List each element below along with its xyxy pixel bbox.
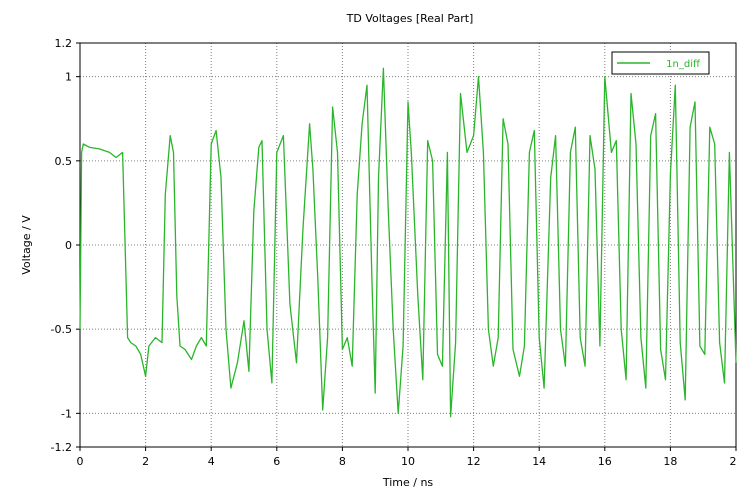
y-axis: -1.2 -1 -0.5 0 0.5 1 1.2 <box>51 37 80 454</box>
x-tick-label-6: 12 <box>467 455 481 468</box>
legend: 1n_diff <box>611 51 710 75</box>
legend-label: 1n_diff <box>666 59 701 70</box>
y-tick-label-4: 0.5 <box>55 155 73 168</box>
x-tick-label-2: 4 <box>208 455 215 468</box>
series-group <box>79 67 737 418</box>
x-tick-label-10: 2 <box>730 455 737 468</box>
y-tick-label-3: 0 <box>65 239 72 252</box>
x-tick-label-3: 6 <box>273 455 280 468</box>
x-tick-label-8: 16 <box>598 455 612 468</box>
y-axis-label: Voltage / V <box>20 215 33 275</box>
y-tick-label-1: -1 <box>61 407 72 420</box>
legend-box <box>611 51 710 75</box>
x-axis-label: Time / ns <box>382 476 434 489</box>
y-tick-label-2: -0.5 <box>51 323 72 336</box>
y-tick-label-5: 1 <box>65 71 72 84</box>
x-tick-label-7: 14 <box>532 455 546 468</box>
x-tick-label-0: 0 <box>77 455 84 468</box>
y-tick-label-6: 1.2 <box>55 37 73 50</box>
y-tick-label-0: -1.2 <box>51 441 72 454</box>
x-tick-label-5: 10 <box>401 455 415 468</box>
x-tick-label-4: 8 <box>339 455 346 468</box>
x-tick-label-9: 18 <box>663 455 677 468</box>
chart-title: TD Voltages [Real Part] <box>346 12 474 25</box>
series-line-0 <box>79 67 737 418</box>
x-tick-label-1: 2 <box>142 455 149 468</box>
x-axis: 0 2 4 6 8 10 12 14 16 18 2 <box>77 447 737 468</box>
